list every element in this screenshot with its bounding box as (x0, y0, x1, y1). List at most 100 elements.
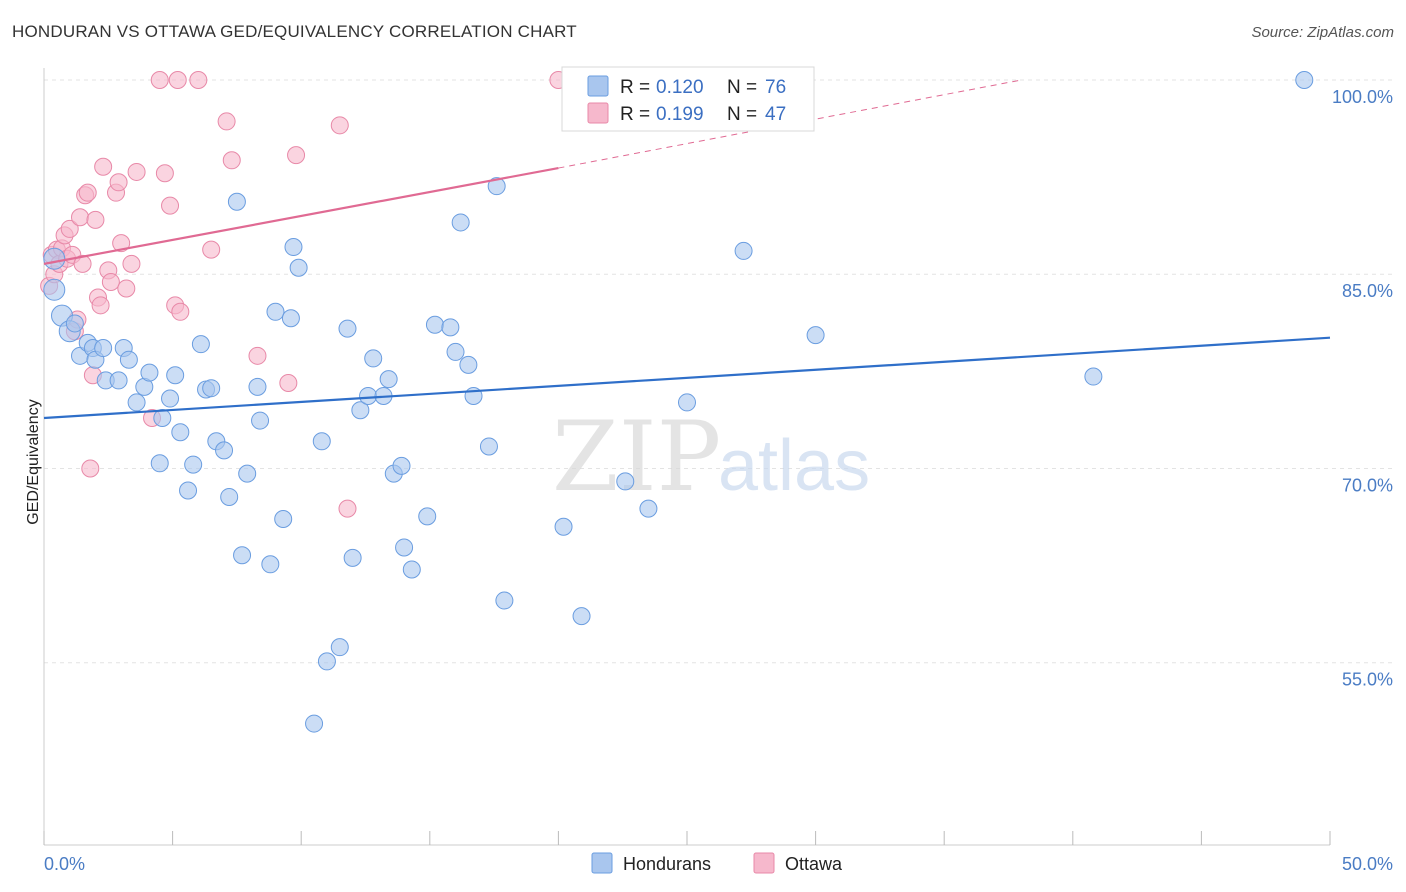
hondurans-point-47 (351, 401, 370, 420)
hondurans-point-23 (184, 455, 203, 474)
watermark: ZIP atlas (552, 401, 870, 513)
y-tick-label-2: 70.0% (1342, 475, 1393, 495)
hondurans-point-70 (678, 393, 696, 412)
ottawa-point-20 (91, 296, 110, 315)
ottawa-points (40, 71, 568, 518)
hondurans-point-44 (330, 638, 349, 657)
ottawa-point-26 (112, 234, 131, 253)
hondurans-point-65 (495, 591, 514, 610)
hondurans-point-42 (312, 432, 331, 451)
hondurans-point-26 (202, 379, 221, 398)
hondurans-point-19 (161, 389, 180, 408)
hondurans-point-73 (1084, 367, 1103, 386)
ottawa-point-42 (338, 499, 357, 518)
watermark-zip: ZIP (552, 401, 721, 513)
series-swatch-ottawa (753, 852, 775, 874)
hondurans-point-43 (317, 652, 336, 671)
ottawa-point-45 (189, 71, 208, 89)
hondurans-points (43, 71, 1314, 733)
legend-r-label-1: R = (620, 77, 650, 98)
chart-title: HONDURAN VS OTTAWA GED/EQUIVALENCY CORRE… (12, 22, 577, 41)
hondurans-point-64 (487, 177, 506, 196)
legend-n-value-1: 76 (765, 77, 786, 98)
hondurans-point-71 (734, 241, 753, 260)
ottawa-point-29 (127, 162, 146, 181)
hondurans-point-54 (395, 538, 414, 557)
hondurans-point-38 (281, 309, 300, 328)
hondurans-point-11 (109, 371, 128, 390)
y-tick-label-0: 100.0% (1332, 87, 1393, 107)
series-legend: Hondurans Ottawa (591, 852, 843, 874)
ottawa-point-13 (73, 254, 92, 273)
hondurans-point-60 (451, 213, 470, 232)
legend-n-label-1: N = (727, 77, 757, 98)
hondurans-point-17 (150, 454, 169, 473)
series-label-ottawa: Ottawa (785, 854, 843, 874)
hondurans-point-45 (338, 319, 357, 338)
axes (43, 68, 1331, 846)
hondurans-point-46 (343, 548, 362, 567)
ottawa-point-34 (171, 302, 190, 321)
ottawa-point-40 (287, 146, 306, 165)
ottawa-point-37 (222, 151, 241, 170)
hondurans-point-74 (1295, 71, 1314, 89)
hondurans-point-35 (261, 555, 280, 574)
hondurans-point-29 (220, 487, 239, 506)
correlation-legend: R = 0.120 N = 76 R = 0.199 N = 47 (561, 66, 815, 132)
source-label: Source: ZipAtlas.com (1251, 24, 1394, 41)
series-label-hondurans: Hondurans (623, 854, 711, 874)
x-tick-label-0: 0.0% (44, 854, 85, 874)
hondurans-point-28 (215, 441, 234, 460)
ottawa-point-32 (161, 196, 180, 215)
hondurans-point-16 (140, 363, 159, 382)
hondurans-point-20 (166, 366, 185, 385)
hondurans-point-13 (119, 350, 138, 369)
ottawa-point-39 (279, 374, 298, 393)
ottawa-point-28 (122, 254, 141, 273)
tick-labels: 100.0% 85.0% 70.0% 55.0% 0.0% 50.0% (44, 87, 1393, 874)
x-tick-label-1: 50.0% (1342, 854, 1393, 874)
hondurans-point-22 (179, 481, 198, 500)
hondurans-point-58 (441, 318, 460, 337)
series-swatch-hondurans (591, 852, 613, 874)
hondurans-point-61 (459, 355, 478, 374)
y-axis-label: GED/Equivalency (25, 399, 42, 524)
hondurans-point-66 (554, 517, 573, 536)
y-tick-label-1: 85.0% (1342, 281, 1393, 301)
ottawa-point-12 (71, 208, 90, 227)
y-tick-label-3: 55.0% (1342, 670, 1393, 690)
hondurans-point-57 (425, 315, 444, 334)
hondurans-point-31 (233, 546, 252, 565)
hondurans-point-53 (392, 456, 411, 475)
hondurans-point-63 (479, 437, 498, 456)
legend-r-value-2: 0.199 (656, 104, 704, 125)
hondurans-point-55 (402, 560, 421, 579)
hondurans-point-56 (418, 507, 437, 526)
hondurans-point-59 (446, 342, 465, 361)
ottawa-trend-line (43, 166, 559, 265)
hondurans-point-30 (227, 192, 246, 211)
hondurans-point-9 (94, 339, 113, 358)
hondurans-point-21 (171, 423, 190, 442)
hondurans-point-41 (305, 714, 324, 733)
legend-n-value-2: 47 (765, 104, 786, 125)
hondurans-point-18 (153, 408, 172, 427)
hondurans-point-0 (43, 247, 66, 270)
hondurans-point-34 (251, 411, 270, 430)
ottawa-point-43 (150, 71, 169, 89)
ottawa-point-27 (117, 279, 136, 298)
watermark-atlas: atlas (718, 426, 870, 506)
hondurans-point-14 (127, 393, 146, 412)
ottawa-point-18 (86, 210, 105, 229)
hondurans-point-39 (284, 238, 303, 257)
ottawa-point-35 (202, 240, 221, 259)
hondurans-point-72 (806, 326, 825, 345)
legend-swatch-pink (587, 102, 609, 124)
ottawa-point-23 (101, 273, 120, 292)
legend-r-value-1: 0.120 (656, 77, 704, 98)
hondurans-point-4 (65, 314, 84, 333)
legend-r-label-2: R = (620, 104, 650, 125)
ottawa-point-8 (60, 219, 79, 238)
ottawa-point-41 (330, 116, 349, 135)
ottawa-point-21 (94, 157, 113, 176)
